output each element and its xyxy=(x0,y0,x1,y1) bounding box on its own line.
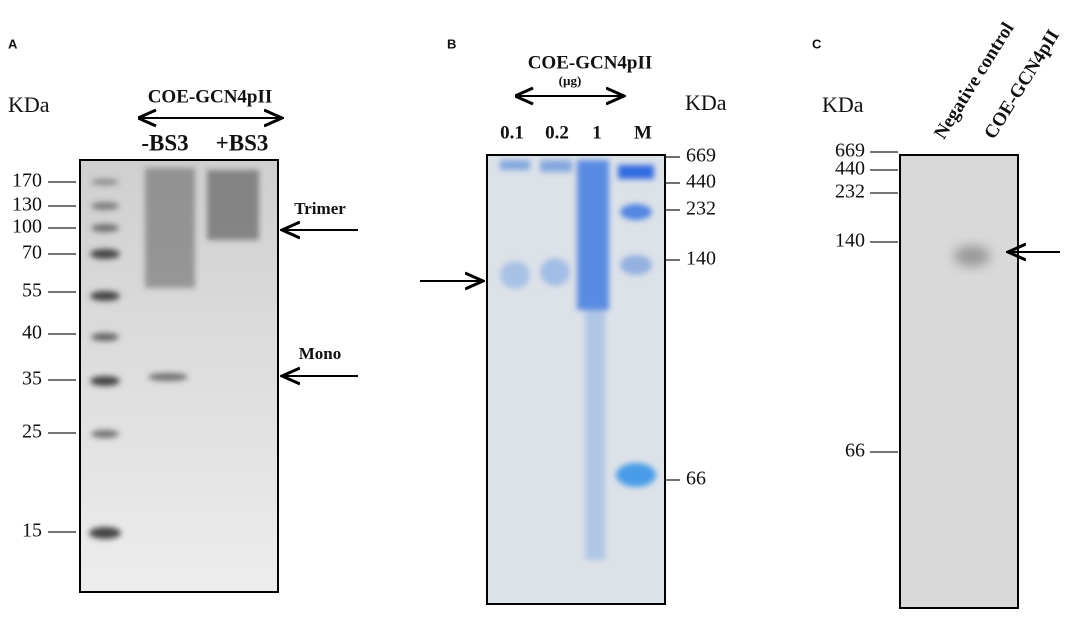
marker-label: 669 xyxy=(686,145,716,167)
sample-unit: (µg) xyxy=(559,73,582,88)
gel-c xyxy=(899,154,1019,609)
marker-label: 669 xyxy=(835,140,865,162)
marker-label: 66 xyxy=(845,440,865,462)
marker-label: 40 xyxy=(22,322,42,344)
marker-label: 55 xyxy=(22,280,42,302)
sample-label: COE-GCN4pII xyxy=(148,86,273,107)
marker-label: 232 xyxy=(686,198,716,220)
marker-label: 440 xyxy=(686,171,716,193)
marker-label: 25 xyxy=(22,421,42,443)
unit-label: KDa xyxy=(685,90,727,115)
lane-label: 1 xyxy=(592,122,602,143)
marker-label: 130 xyxy=(12,194,42,216)
lane-label: 0.2 xyxy=(545,122,569,143)
marker-label: 140 xyxy=(835,230,865,252)
lane-label: -BS3 xyxy=(141,130,188,155)
panel-label: C xyxy=(812,36,822,51)
panel-label: B xyxy=(447,36,456,51)
lane-label: 0.1 xyxy=(500,122,524,143)
lane-label: +BS3 xyxy=(216,130,269,155)
lane-label: M xyxy=(634,122,652,143)
gel-a xyxy=(79,159,279,593)
marker-label: 15 xyxy=(22,520,42,542)
marker-label: 35 xyxy=(22,368,42,390)
marker-label: 232 xyxy=(835,181,865,203)
marker-label: 170 xyxy=(12,170,42,192)
annotation: Mono xyxy=(299,344,342,363)
unit-label: KDa xyxy=(8,92,50,117)
annotation: Trimer xyxy=(294,199,346,218)
marker-label: 100 xyxy=(12,216,42,238)
panel-label: A xyxy=(8,36,18,51)
marker-label: 66 xyxy=(686,468,706,490)
gel-b xyxy=(486,154,666,605)
unit-label: KDa xyxy=(822,92,864,117)
marker-label: 440 xyxy=(835,158,865,180)
marker-label: 140 xyxy=(686,248,716,270)
marker-label: 70 xyxy=(22,242,42,264)
sample-label: COE-GCN4pII xyxy=(528,52,653,73)
